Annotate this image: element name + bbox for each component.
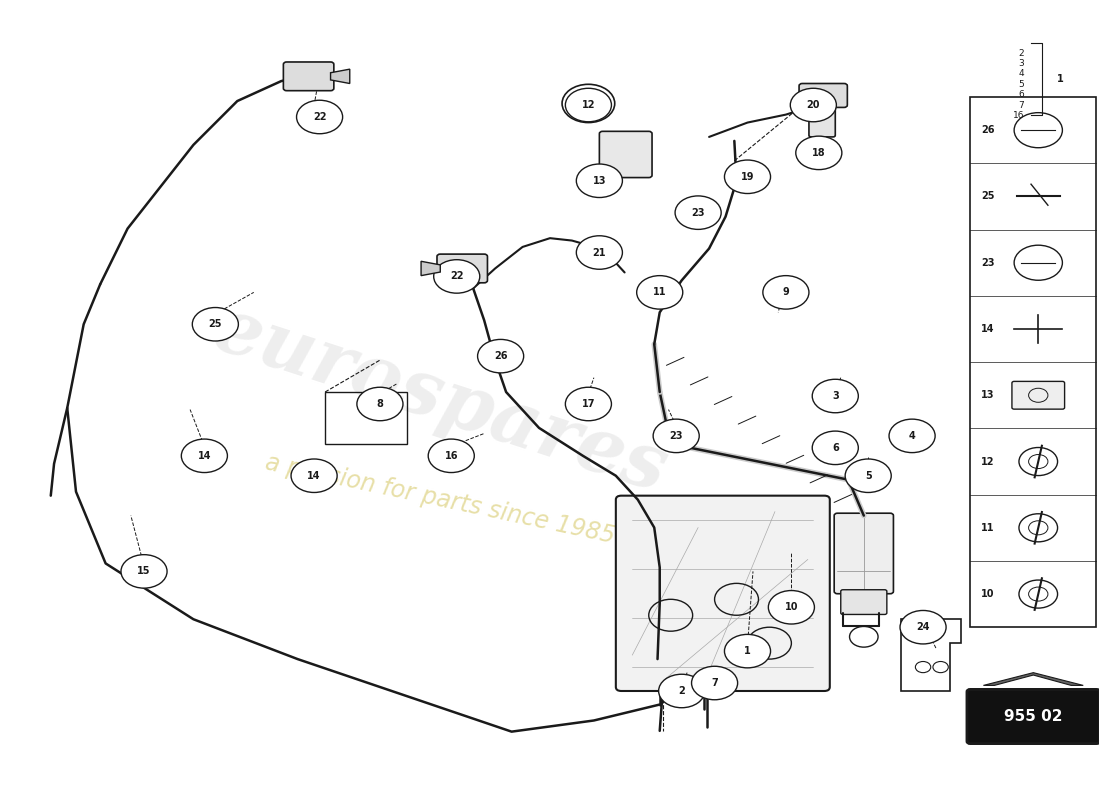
- Text: 26: 26: [494, 351, 507, 361]
- Text: 20: 20: [806, 100, 821, 110]
- Text: 13: 13: [981, 390, 994, 400]
- Circle shape: [653, 419, 700, 453]
- Circle shape: [763, 276, 808, 309]
- Circle shape: [768, 590, 814, 624]
- Text: 4: 4: [1019, 70, 1024, 78]
- Polygon shape: [421, 262, 440, 276]
- FancyBboxPatch shape: [970, 97, 1097, 627]
- Text: 12: 12: [582, 100, 595, 110]
- Text: 7: 7: [1019, 101, 1024, 110]
- FancyBboxPatch shape: [284, 62, 333, 90]
- Circle shape: [292, 459, 337, 493]
- Circle shape: [725, 160, 770, 194]
- Text: 955 02: 955 02: [1004, 709, 1063, 724]
- Text: 10: 10: [981, 589, 994, 599]
- Text: 3: 3: [832, 391, 838, 401]
- Circle shape: [562, 84, 615, 122]
- Circle shape: [675, 196, 722, 230]
- Circle shape: [692, 666, 738, 700]
- Circle shape: [182, 439, 228, 473]
- Text: 5: 5: [865, 470, 871, 481]
- Text: 23: 23: [670, 431, 683, 441]
- Text: 10: 10: [784, 602, 799, 612]
- Text: 24: 24: [916, 622, 930, 632]
- Text: a passion for parts since 1985: a passion for parts since 1985: [263, 451, 617, 549]
- Text: 17: 17: [582, 399, 595, 409]
- Text: 19: 19: [740, 172, 755, 182]
- Text: eurospares: eurospares: [204, 292, 676, 508]
- Circle shape: [790, 88, 836, 122]
- Circle shape: [889, 419, 935, 453]
- Text: 4: 4: [909, 431, 915, 441]
- Circle shape: [297, 100, 342, 134]
- FancyBboxPatch shape: [840, 590, 887, 614]
- FancyBboxPatch shape: [616, 496, 829, 691]
- Text: 25: 25: [209, 319, 222, 330]
- Text: 21: 21: [593, 247, 606, 258]
- FancyBboxPatch shape: [799, 83, 847, 107]
- Text: 25: 25: [981, 191, 994, 202]
- FancyBboxPatch shape: [1012, 382, 1065, 409]
- Text: 6: 6: [1019, 90, 1024, 99]
- Text: 7: 7: [712, 678, 718, 688]
- Text: 16: 16: [1012, 111, 1024, 120]
- Text: 23: 23: [692, 208, 705, 218]
- Text: 3: 3: [1019, 59, 1024, 68]
- Text: 14: 14: [307, 470, 321, 481]
- Text: 5: 5: [1019, 80, 1024, 89]
- Circle shape: [428, 439, 474, 473]
- Text: 8: 8: [376, 399, 384, 409]
- Text: 23: 23: [981, 258, 994, 268]
- Circle shape: [637, 276, 683, 309]
- Text: 14: 14: [981, 324, 994, 334]
- Circle shape: [433, 260, 480, 293]
- Circle shape: [725, 634, 770, 668]
- Text: 14: 14: [198, 451, 211, 461]
- Text: 15: 15: [138, 566, 151, 577]
- Text: 13: 13: [593, 176, 606, 186]
- Text: 18: 18: [812, 148, 826, 158]
- Circle shape: [812, 379, 858, 413]
- Text: 12: 12: [981, 457, 994, 466]
- Circle shape: [565, 88, 612, 122]
- Text: 2: 2: [1019, 49, 1024, 58]
- Text: 2: 2: [679, 686, 685, 696]
- Circle shape: [356, 387, 403, 421]
- Circle shape: [845, 459, 891, 493]
- Circle shape: [900, 610, 946, 644]
- Circle shape: [812, 431, 858, 465]
- Circle shape: [576, 236, 623, 270]
- Circle shape: [565, 387, 612, 421]
- Circle shape: [192, 307, 239, 341]
- Text: 6: 6: [832, 443, 838, 453]
- Text: 1: 1: [744, 646, 751, 656]
- Text: 1: 1: [1057, 74, 1064, 84]
- Polygon shape: [331, 69, 350, 83]
- Circle shape: [121, 554, 167, 588]
- Text: 11: 11: [653, 287, 667, 298]
- Text: 22: 22: [312, 112, 327, 122]
- Text: 11: 11: [981, 523, 994, 533]
- Circle shape: [659, 674, 705, 708]
- Polygon shape: [983, 673, 1084, 686]
- FancyBboxPatch shape: [600, 131, 652, 178]
- Circle shape: [576, 164, 623, 198]
- Text: 26: 26: [981, 125, 994, 135]
- Circle shape: [795, 136, 842, 170]
- Text: 9: 9: [782, 287, 790, 298]
- FancyBboxPatch shape: [834, 514, 893, 594]
- Text: 16: 16: [444, 451, 458, 461]
- Text: 22: 22: [450, 271, 463, 282]
- Circle shape: [477, 339, 524, 373]
- FancyBboxPatch shape: [437, 254, 487, 283]
- FancyBboxPatch shape: [808, 103, 835, 137]
- FancyBboxPatch shape: [967, 690, 1100, 744]
